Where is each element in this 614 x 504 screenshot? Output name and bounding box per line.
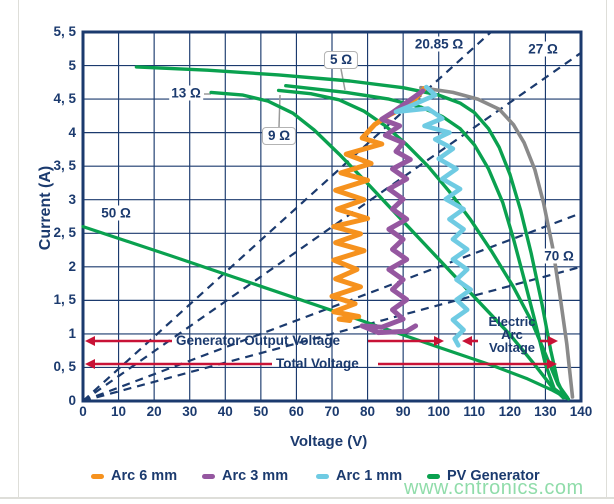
generator-output-voltage-arrow-head [434, 336, 444, 346]
y-tick-label: 4 [68, 124, 76, 140]
x-tick-label: 140 [569, 404, 593, 419]
load-line-27 [82, 51, 582, 402]
legend-label: Arc 6 mm [111, 468, 178, 484]
series-arc-3-mm [359, 88, 426, 336]
x-tick-label: 0 [79, 404, 87, 419]
x-tick-label: 50 [253, 404, 269, 419]
y-tick-label: 0 [68, 393, 76, 408]
x-tick-label: 110 [463, 404, 486, 419]
y-tick-label: 5, 5 [53, 24, 76, 39]
total-voltage-label: Total Voltage [276, 356, 359, 371]
resistance-label-27ohm: 27 Ω [526, 41, 560, 57]
generator-output-voltage-label: Generator Output Voltage [176, 333, 341, 348]
resistance-label-13ohm: 13 Ω [169, 85, 203, 101]
x-tick-label: 70 [324, 404, 340, 419]
electric-arc-voltage-arrow-head [462, 336, 472, 346]
x-tick-label: 130 [534, 404, 557, 419]
page-frame-left [18, 0, 19, 498]
y-tick-label: 3, 5 [53, 158, 76, 174]
y-tick-label: 5 [68, 57, 76, 73]
load-line-20.85 [82, 31, 492, 402]
y-tick-label: 4, 5 [53, 91, 76, 107]
y-tick-label: 2 [68, 258, 76, 274]
x-tick-label: 80 [360, 404, 376, 419]
total-voltage-arrow-head [85, 359, 95, 369]
series-arc-1-mm [393, 84, 473, 348]
series-pv-curve-gray- [419, 85, 575, 399]
y-tick-label: 1, 5 [53, 292, 76, 308]
x-axis-title: Voltage (V) [290, 433, 368, 450]
resistance-label-5ohm: 5 Ω [323, 51, 359, 69]
series-arc-6-mm [329, 85, 427, 323]
legend-label: Arc 1 mm [336, 468, 403, 484]
y-tick-label: 0, 5 [53, 359, 76, 375]
total-voltage-arrow-head [547, 359, 557, 369]
resistance-label-50ohm: 50 Ω [99, 205, 133, 221]
load-line-50 [82, 212, 582, 403]
legend-label: PV Generator [447, 468, 540, 484]
x-tick-label: 10 [111, 404, 127, 419]
legend-swatch [316, 474, 329, 479]
legend-label: Arc 3 mm [222, 468, 289, 484]
series-pv-curve-at-50-ohm-linear- [81, 225, 571, 401]
y-tick-label: 1 [68, 325, 76, 341]
electric-arc-voltage-line3: Voltage [489, 339, 535, 355]
legend-swatch [202, 474, 215, 479]
resistance-label-70ohm: 70 Ω [542, 248, 576, 264]
electric-arc-voltage-arrow-head [548, 336, 558, 346]
legend-swatch [91, 474, 104, 479]
x-tick-label: 20 [146, 404, 162, 419]
page-frame-bottom [0, 497, 614, 499]
electric-arc-voltage-label: Electric Arc Voltage [481, 314, 543, 355]
series-pv-curve-at-9-ohm [276, 88, 570, 400]
series-pv-generator-curve-top- [134, 65, 567, 400]
x-tick-label: 100 [427, 404, 450, 419]
y-tick-label: 2, 5 [53, 225, 76, 241]
page-frame-right [606, 0, 607, 498]
watermark: www.cntronics.com [404, 477, 584, 499]
plot-border [81, 30, 583, 403]
electric-arc-voltage-line2: Arc [501, 326, 523, 342]
electric-arc-voltage-line1: Electric [488, 314, 536, 329]
resistance-label-9ohm: 9 Ω [261, 127, 297, 145]
legend-swatch [427, 474, 440, 479]
generator-output-voltage-arrow-head [85, 336, 95, 346]
x-tick-label: 40 [217, 404, 233, 419]
y-tick-label: 3 [68, 191, 76, 207]
resistance-label-20.85ohm: 20.85 Ω [412, 36, 466, 52]
x-tick-label: 120 [498, 404, 522, 419]
load-line-70 [82, 265, 582, 403]
x-tick-label: 30 [182, 404, 198, 419]
x-tick-label: 60 [288, 404, 304, 419]
x-tick-label: 90 [395, 404, 411, 419]
label-leader-line [278, 94, 281, 128]
